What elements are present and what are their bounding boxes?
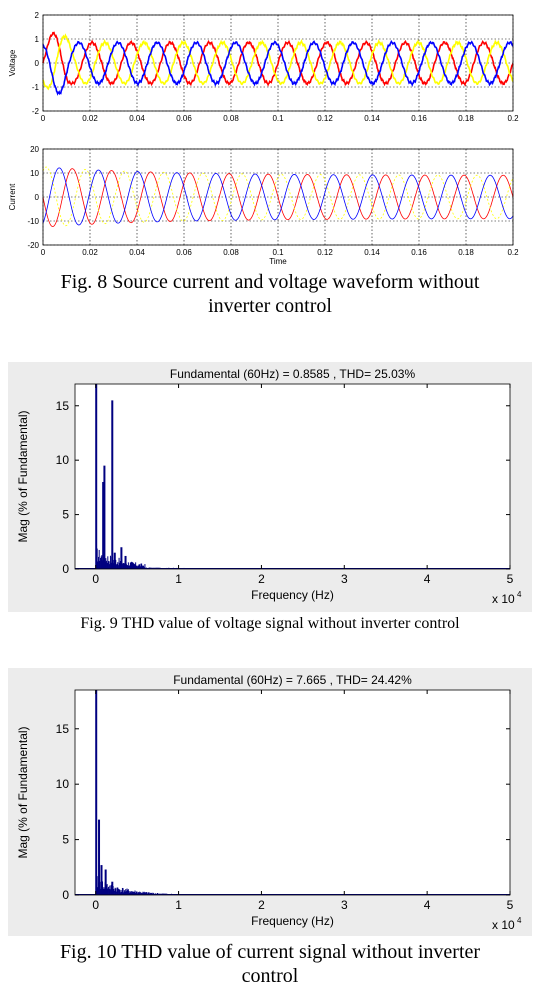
y-tick-label: 5 (62, 833, 69, 847)
fig10-caption-line1: Fig. 10 THD value of current signal with… (59, 941, 481, 963)
x-tick-label: 3 (341, 898, 348, 912)
x-exponent-power: 4 (517, 590, 522, 599)
x-tick-label: 3 (341, 572, 348, 586)
y-axis-label: Current (8, 183, 17, 210)
x-tick-label: 5 (507, 572, 514, 586)
x-tick-label: 0.04 (129, 248, 145, 257)
x-tick-label: 0.14 (364, 248, 380, 257)
x-tick-label: 2 (258, 572, 265, 586)
y-tick-label: 2 (35, 11, 40, 20)
x-tick-label: 0.08 (223, 248, 239, 257)
x-axis-label: Frequency (Hz) (251, 588, 334, 602)
series-line-2 (42, 39, 514, 96)
plot-frame (42, 14, 514, 112)
chart-title: Fundamental (60Hz) = 7.665 , THD= 24.42% (173, 673, 412, 687)
x-exponent-label: x 10 (492, 918, 515, 932)
fig8-caption-line1: Fig. 8 Source current and voltage wavefo… (60, 271, 480, 293)
x-tick-label: 0.18 (458, 248, 474, 257)
y-tick-label: 0 (35, 59, 40, 68)
chart-title: Fundamental (60Hz) = 0.8585 , THD= 25.03… (170, 367, 416, 381)
y-tick-label: -1 (32, 83, 40, 92)
x-tick-label: 0.06 (176, 248, 192, 257)
y-tick-label: 15 (56, 399, 70, 413)
y-tick-label: 0 (62, 562, 69, 576)
x-tick-label: 0.16 (411, 114, 427, 123)
x-tick-label: 0.2 (507, 114, 519, 123)
plot-area (75, 384, 510, 569)
plot-frame (74, 383, 511, 570)
y-tick-label: 0 (62, 888, 69, 902)
x-tick-label: 0.12 (317, 248, 333, 257)
x-tick-label: 0 (41, 248, 46, 257)
fig10-caption: Fig. 10 THD value of current signal with… (0, 940, 540, 988)
series-line-1 (42, 166, 514, 227)
plot-frame (42, 148, 514, 246)
x-tick-label: 0.08 (223, 114, 239, 123)
y-tick-label: 0 (35, 193, 40, 202)
x-tick-label: 2 (258, 898, 265, 912)
x-axis-label: Frequency (Hz) (251, 914, 334, 928)
x-exponent-label: x 10 (492, 592, 515, 606)
fig8-caption-line2: inverter control (208, 295, 332, 317)
x-tick-label: 1 (175, 898, 182, 912)
y-axis-label: Mag (% of Fundamental) (16, 726, 30, 858)
y-axis-label: Mag (% of Fundamental) (16, 410, 30, 542)
x-tick-label: 0.18 (458, 114, 474, 123)
y-tick-label: 5 (62, 508, 69, 522)
x-tick-label: 0.16 (411, 248, 427, 257)
series-line-0 (42, 168, 514, 227)
x-tick-label: 0.1 (272, 114, 284, 123)
fig8-waveforms: 0 0.02 0.04 0.06 0.08 0.1 0.12 0.14 0.16 0.18 0.2-… (8, 11, 519, 266)
x-tick-label: 0.2 (507, 248, 519, 257)
y-tick-label: 10 (56, 777, 70, 791)
x-tick-label: 0.06 (176, 114, 192, 123)
x-tick-label: 0.14 (364, 114, 380, 123)
y-tick-label: 10 (30, 169, 39, 178)
plot-frame (74, 689, 511, 896)
x-exponent-power: 4 (517, 916, 522, 925)
x-tick-label: 0.02 (82, 114, 98, 123)
fig8-caption: Fig. 8 Source current and voltage wavefo… (0, 270, 540, 318)
series-line-2 (42, 167, 514, 226)
y-tick-label: 20 (30, 145, 39, 154)
x-tick-label: 0.04 (129, 114, 145, 123)
fig9-spectrum: Fundamental (60Hz) = 0.8585 , THD= 25.03… (8, 362, 532, 612)
x-tick-label: 5 (507, 898, 514, 912)
x-axis-label: Time (269, 257, 287, 266)
y-tick-label: 15 (56, 722, 70, 736)
series-line-1 (42, 33, 514, 91)
series-line-0 (42, 31, 514, 87)
x-tick-label: 4 (424, 898, 431, 912)
x-tick-label: 0 (92, 572, 99, 586)
fig10-spectrum: Fundamental (60Hz) = 7.665 , THD= 24.42%… (8, 668, 532, 936)
y-tick-label: -20 (27, 241, 39, 250)
x-tick-label: 0.12 (317, 114, 333, 123)
fig10-caption-line2: control (241, 965, 299, 987)
x-tick-label: 0.02 (82, 248, 98, 257)
x-tick-label: 1 (175, 572, 182, 586)
y-tick-label: -10 (27, 217, 39, 226)
y-axis-label: Voltage (8, 49, 17, 76)
y-tick-label: 10 (56, 453, 70, 467)
y-tick-label: -2 (32, 107, 40, 116)
y-tick-label: 1 (35, 35, 40, 44)
x-tick-label: 0.1 (272, 248, 284, 257)
plot-area (75, 690, 510, 895)
x-tick-label: 0 (92, 898, 99, 912)
fig9-caption: Fig. 9 THD value of voltage signal witho… (80, 615, 460, 632)
x-tick-label: 0 (41, 114, 46, 123)
x-tick-label: 4 (424, 572, 431, 586)
